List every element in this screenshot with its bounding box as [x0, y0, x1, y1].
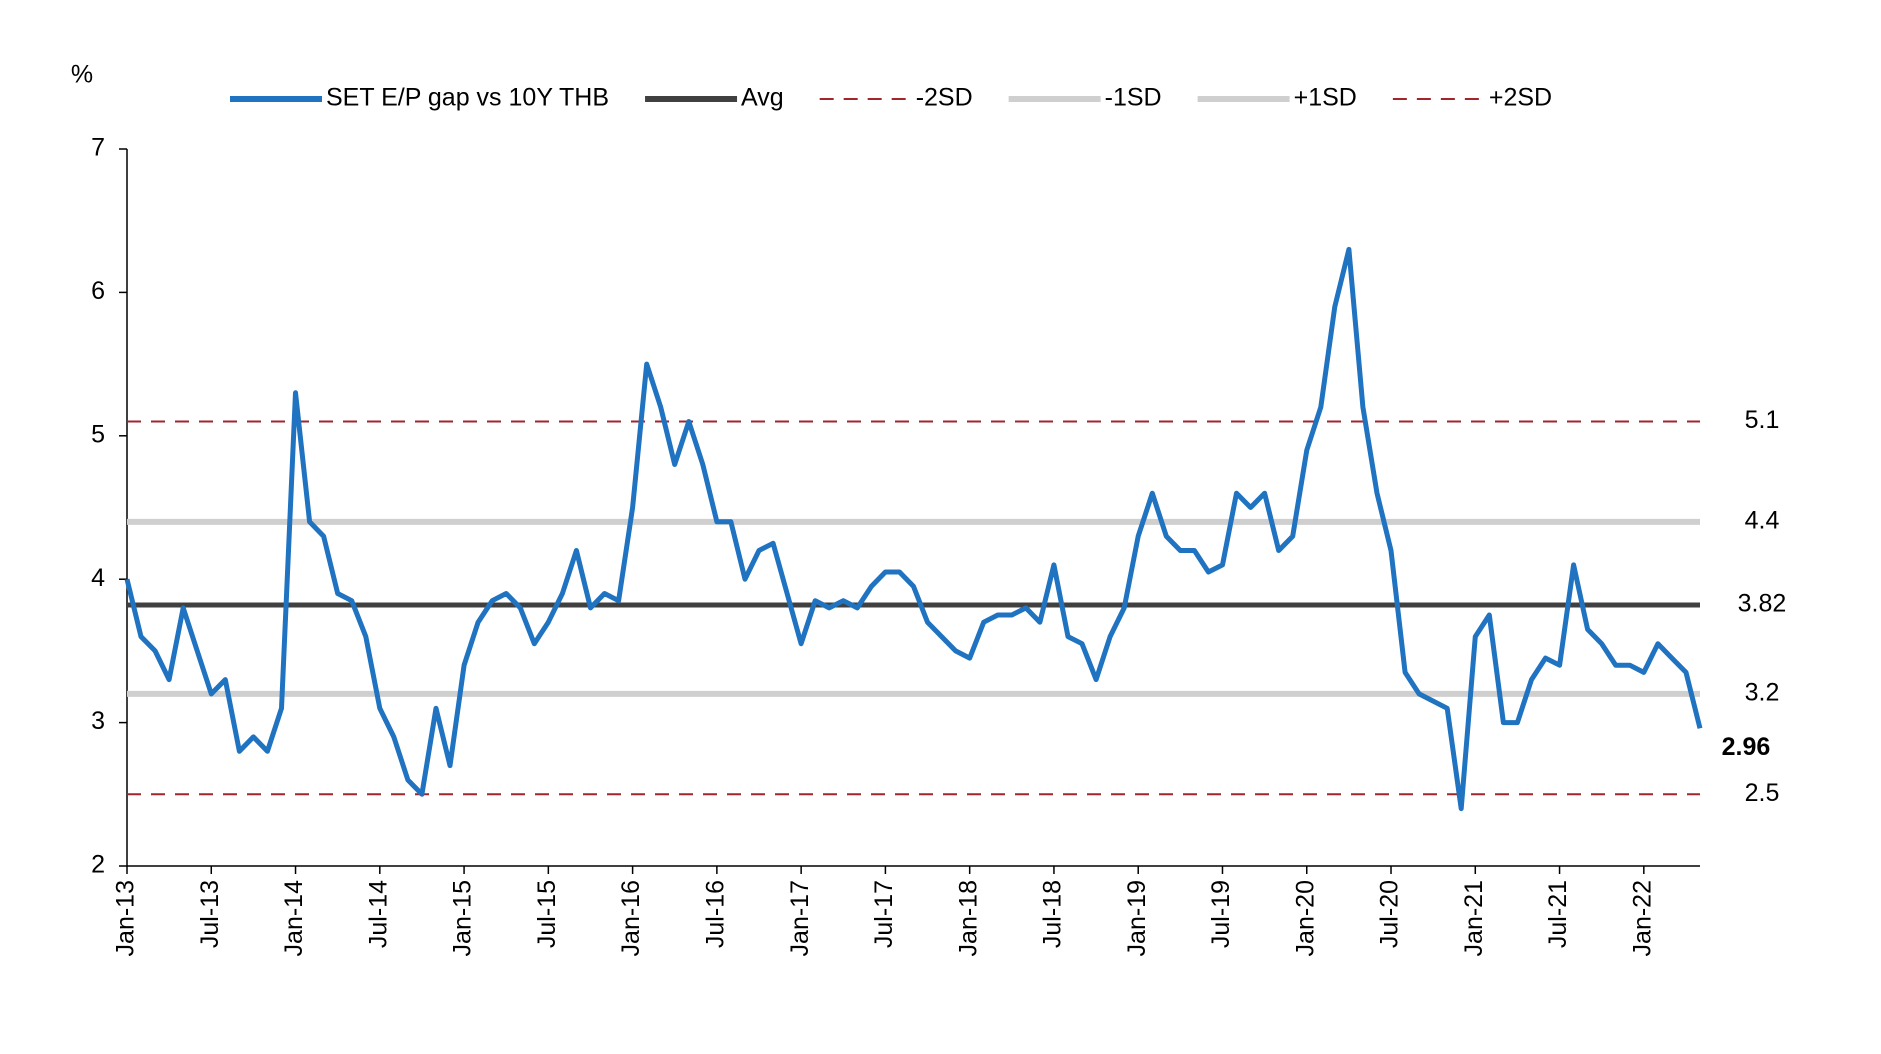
x-tick-label: Jan-20 [1291, 880, 1319, 956]
legend-label: Avg [741, 84, 784, 112]
data-line [124, 246, 1703, 812]
x-tick-label: Jul-19 [1207, 880, 1235, 948]
x-tick-label: Jul-21 [1544, 880, 1572, 948]
x-tick-label: Jul-20 [1376, 880, 1404, 948]
y-tick-label: 7 [91, 134, 105, 162]
x-tick-label: Jul-16 [701, 880, 729, 948]
legend-label: SET E/P gap vs 10Y THB [326, 84, 609, 112]
x-tick-label: Jan-15 [449, 880, 477, 956]
x-tick-label: Jul-13 [196, 880, 224, 948]
x-tick-label: Jan-18 [954, 880, 982, 956]
y-tick-label: 6 [91, 277, 105, 305]
y-tick-label: 2 [91, 851, 105, 879]
x-tick-label: Jan-21 [1460, 880, 1488, 956]
legend: SET E/P gap vs 10Y THB Avg -2SD -1SD +1SD +2S… [230, 84, 1552, 112]
x-tick-label: Jan-13 [112, 880, 140, 956]
x-tick-label: Jul-17 [870, 880, 898, 948]
reference-label: 3.2 [1745, 679, 1780, 707]
y-tick-label: 5 [91, 420, 105, 448]
reference-label: 3.82 [1738, 590, 1787, 618]
x-tick-label: Jul-18 [1039, 880, 1067, 948]
x-tick-label: Jan-17 [786, 880, 814, 956]
legend-label: -1SD [1105, 84, 1162, 112]
reference-label: 4.4 [1745, 506, 1780, 534]
x-tick-label: Jan-22 [1628, 880, 1656, 956]
reference-label: 2.5 [1745, 779, 1780, 807]
y-tick-label: 4 [91, 564, 105, 592]
x-tick-label: Jan-14 [280, 880, 308, 957]
end-label: 2.96 [1722, 733, 1771, 761]
legend-label: +1SD [1294, 84, 1357, 112]
x-tick-label: Jul-15 [533, 880, 561, 948]
x-tick-label: Jan-16 [617, 880, 645, 956]
legend-label: -2SD [916, 84, 973, 112]
x-tick-label: Jul-14 [364, 880, 392, 948]
y-tick-label: 3 [91, 707, 105, 735]
reference-label: 5.1 [1745, 406, 1780, 434]
x-tick-label: Jan-19 [1123, 880, 1151, 956]
legend-label: +2SD [1489, 84, 1552, 112]
y-axis-label: % [71, 61, 93, 89]
